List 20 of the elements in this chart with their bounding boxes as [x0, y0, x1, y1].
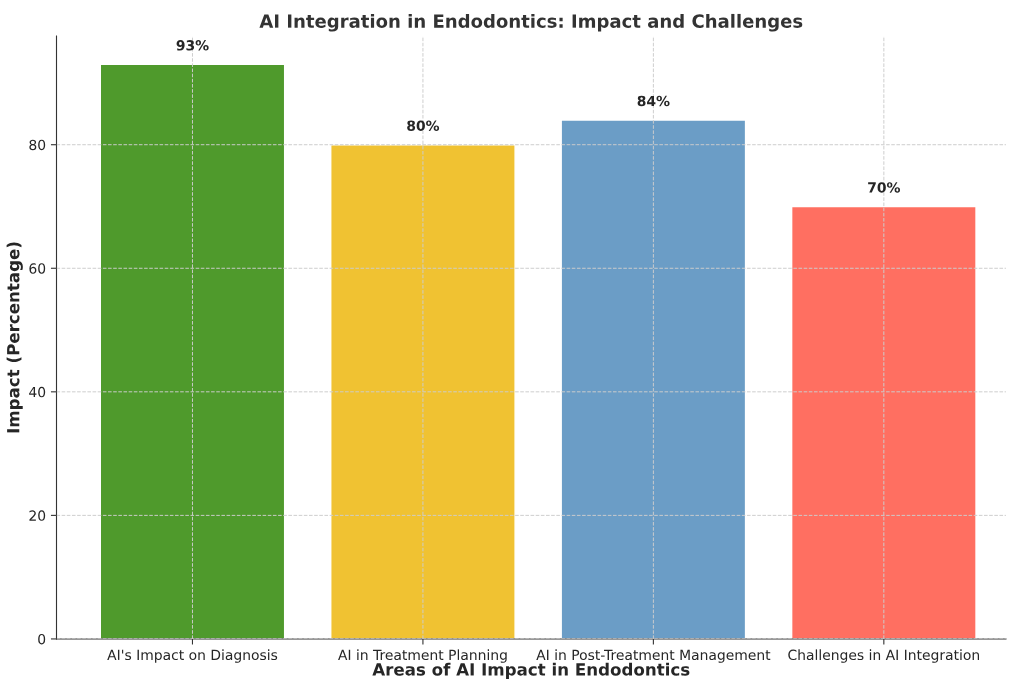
y-tick-label: 80 [29, 139, 46, 151]
y-tick-label: 20 [29, 510, 46, 521]
y-tick-label: 40 [29, 386, 46, 398]
bar [99, 63, 286, 639]
data-label: 70% [868, 182, 901, 193]
data-label: 93% [176, 40, 209, 51]
bar [790, 205, 977, 639]
data-label: 84% [637, 95, 670, 107]
y-tick-label: 0 [38, 633, 46, 645]
data-label: 80% [407, 120, 440, 131]
bar [560, 119, 747, 639]
y-tick-label: 60 [29, 263, 46, 274]
x-tick-label: Challenges in AI Integration [788, 649, 980, 663]
x-tick-label: AI in Treatment Planning [338, 649, 507, 663]
x-axis-title: Areas of AI Impact in Endodontics [372, 662, 690, 679]
chart-title: AI Integration in Endodontics: Impact and Challenges [259, 13, 803, 32]
x-tick-label: AI in Post-Treatment Management [536, 649, 771, 663]
bar [330, 144, 516, 639]
y-axis-title: Impact (Percentage) [6, 242, 23, 433]
x-tick-label: AI's Impact on Diagnosis [107, 649, 278, 663]
